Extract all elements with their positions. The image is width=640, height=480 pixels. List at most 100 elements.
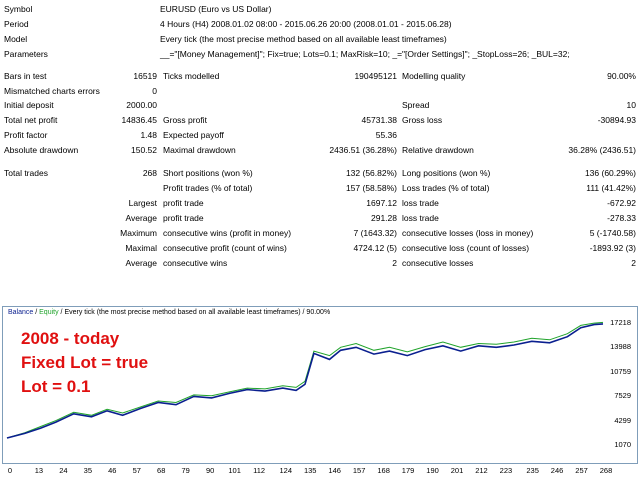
maximum-label: Maximum	[120, 228, 157, 238]
maximal-drawdown-value: 2436.51 (36.28%)	[329, 145, 397, 155]
x-tick-label: 24	[59, 466, 68, 475]
x-tick-label: 46	[108, 466, 117, 475]
parameters-label: Parameters	[4, 49, 48, 59]
loss-trades-label: Loss trades (% of total)	[402, 183, 490, 193]
overlay-line-3: Lot = 0.1	[21, 377, 91, 396]
x-tick-label: 79	[181, 466, 190, 475]
x-tick-label: 223	[499, 466, 513, 475]
x-tick-label: 0	[7, 466, 13, 475]
legend-rest: / Every tick (the most precise method ba…	[58, 309, 331, 316]
relative-drawdown-label: Relative drawdown	[402, 145, 474, 155]
short-positions-label: Short positions (won %)	[163, 168, 253, 178]
average-loss-label: loss trade	[402, 213, 439, 223]
average-profit-value: 291.28	[371, 213, 397, 223]
average-consec-label: Average	[125, 258, 157, 268]
expected-payoff-label: Expected payoff	[163, 130, 224, 140]
average-loss-value: -278.33	[607, 213, 636, 223]
gross-loss-label: Gross loss	[402, 115, 443, 125]
x-tick-label: 268	[599, 466, 613, 475]
spread-label: Spread	[402, 100, 430, 110]
profit-trades-label: Profit trades (% of total)	[163, 183, 253, 193]
x-tick-label: 246	[550, 466, 564, 475]
expected-payoff-value: 55.36	[375, 130, 397, 140]
chart-header: Balance / Equity / Every tick (the most …	[8, 309, 330, 316]
total-net-profit-label: Total net profit	[4, 115, 58, 125]
mismatched-value: 0	[152, 86, 157, 96]
maximal-loss-value: -1893.92 (3)	[589, 243, 636, 253]
x-tick-label: 212	[475, 466, 488, 475]
x-tick-label: 190	[426, 466, 439, 475]
y-tick-label: 17218	[610, 318, 631, 327]
maximum-losses-label: consecutive losses (loss in money)	[402, 228, 534, 238]
overlay-line-1: 2008 - today	[21, 329, 120, 348]
x-tick-label: 68	[157, 466, 166, 475]
x-tick-label: 13	[34, 466, 44, 475]
average-consec-losses-label: consecutive losses	[402, 258, 474, 268]
average-consec-losses-value: 2	[631, 258, 636, 268]
maximal-drawdown-label: Maximal drawdown	[163, 145, 236, 155]
x-tick-label: 57	[132, 466, 141, 475]
total-net-profit-value: 14836.45	[121, 115, 157, 125]
x-tick-label: 35	[83, 466, 92, 475]
x-tick-label: 135	[303, 466, 317, 475]
x-tick-label: 112	[253, 466, 266, 475]
y-tick-label: 7529	[614, 391, 631, 401]
maximal-loss-label: consecutive loss (count of losses)	[402, 243, 530, 253]
spread-value: 10	[626, 100, 636, 110]
x-tick-label: 257	[575, 466, 588, 475]
maximum-wins-value: 7 (1643.32)	[353, 228, 397, 238]
overlay-line-2: Fixed Lot = true	[21, 353, 149, 372]
mismatched-label: Mismatched charts errors	[4, 86, 100, 96]
gross-loss-value: -30894.93	[597, 115, 636, 125]
maximum-losses-value: 5 (-1740.58)	[589, 228, 636, 238]
average-consec-wins-label: consecutive wins	[163, 258, 228, 268]
legend-balance: Balance	[8, 309, 34, 316]
bars-in-test-label: Bars in test	[4, 71, 47, 81]
balance-chart: Balance / Equity / Every tick (the most …	[2, 306, 638, 478]
legend-equity: Equity	[39, 309, 59, 316]
x-tick-label: 201	[450, 466, 464, 475]
y-tick-label: 1070	[614, 440, 631, 449]
period-label: Period	[4, 19, 29, 29]
maximal-label: Maximal	[125, 243, 157, 253]
largest-label: Largest	[128, 198, 157, 208]
y-tick-label: 10759	[610, 366, 631, 376]
maximal-profit-label: consecutive profit (count of wins)	[163, 243, 287, 253]
largest-profit-label: profit trade	[163, 198, 204, 208]
chart-plot	[6, 321, 604, 439]
modelling-quality-label: Modelling quality	[402, 71, 466, 81]
average-consec-wins-value: 2	[392, 258, 397, 268]
x-tick-label: 146	[328, 466, 341, 475]
total-trades-label: Total trades	[4, 168, 48, 178]
series-balance-line	[6, 323, 604, 439]
short-positions-value: 132 (56.82%)	[345, 168, 397, 178]
x-tick-label: 168	[377, 466, 390, 475]
maximum-wins-label: consecutive wins (profit in money)	[163, 228, 292, 238]
gross-profit-label: Gross profit	[163, 115, 207, 125]
x-tick-label: 179	[401, 466, 415, 475]
long-positions-label: Long positions (won %)	[402, 168, 491, 178]
relative-drawdown-value: 36.28% (2436.51)	[568, 145, 636, 155]
total-trades-value: 268	[142, 168, 157, 178]
test-report: Symbol EURUSD (Euro vs US Dollar) Period…	[4, 4, 636, 268]
legend-sep: /	[33, 309, 40, 316]
x-tick-label: 90	[205, 466, 215, 475]
largest-profit-value: 1697.12	[366, 198, 397, 208]
gross-profit-value: 45731.38	[361, 115, 397, 125]
profit-factor-value: 1.48	[140, 130, 157, 140]
chart-frame: Balance / Equity / Every tick (the most …	[2, 306, 638, 464]
ticks-modelled-label: Ticks modelled	[163, 71, 220, 81]
long-positions-value: 136 (60.29%)	[584, 168, 636, 178]
profit-factor-label: Profit factor	[4, 130, 48, 140]
modelling-quality-value: 90.00%	[607, 71, 636, 81]
largest-loss-value: -672.92	[607, 198, 636, 208]
bars-in-test-value: 16519	[133, 71, 157, 81]
absolute-drawdown-value: 150.52	[131, 145, 157, 155]
model-value: Every tick (the most precise method base…	[160, 34, 447, 44]
initial-deposit-label: Initial deposit	[4, 100, 54, 110]
symbol-label: Symbol	[4, 4, 33, 14]
x-tick-label: 157	[352, 466, 366, 475]
maximal-profit-value: 4724.12 (5)	[353, 243, 397, 253]
loss-trades-value: 111 (41.42%)	[586, 183, 636, 193]
y-tick-label: 4299	[614, 415, 631, 425]
